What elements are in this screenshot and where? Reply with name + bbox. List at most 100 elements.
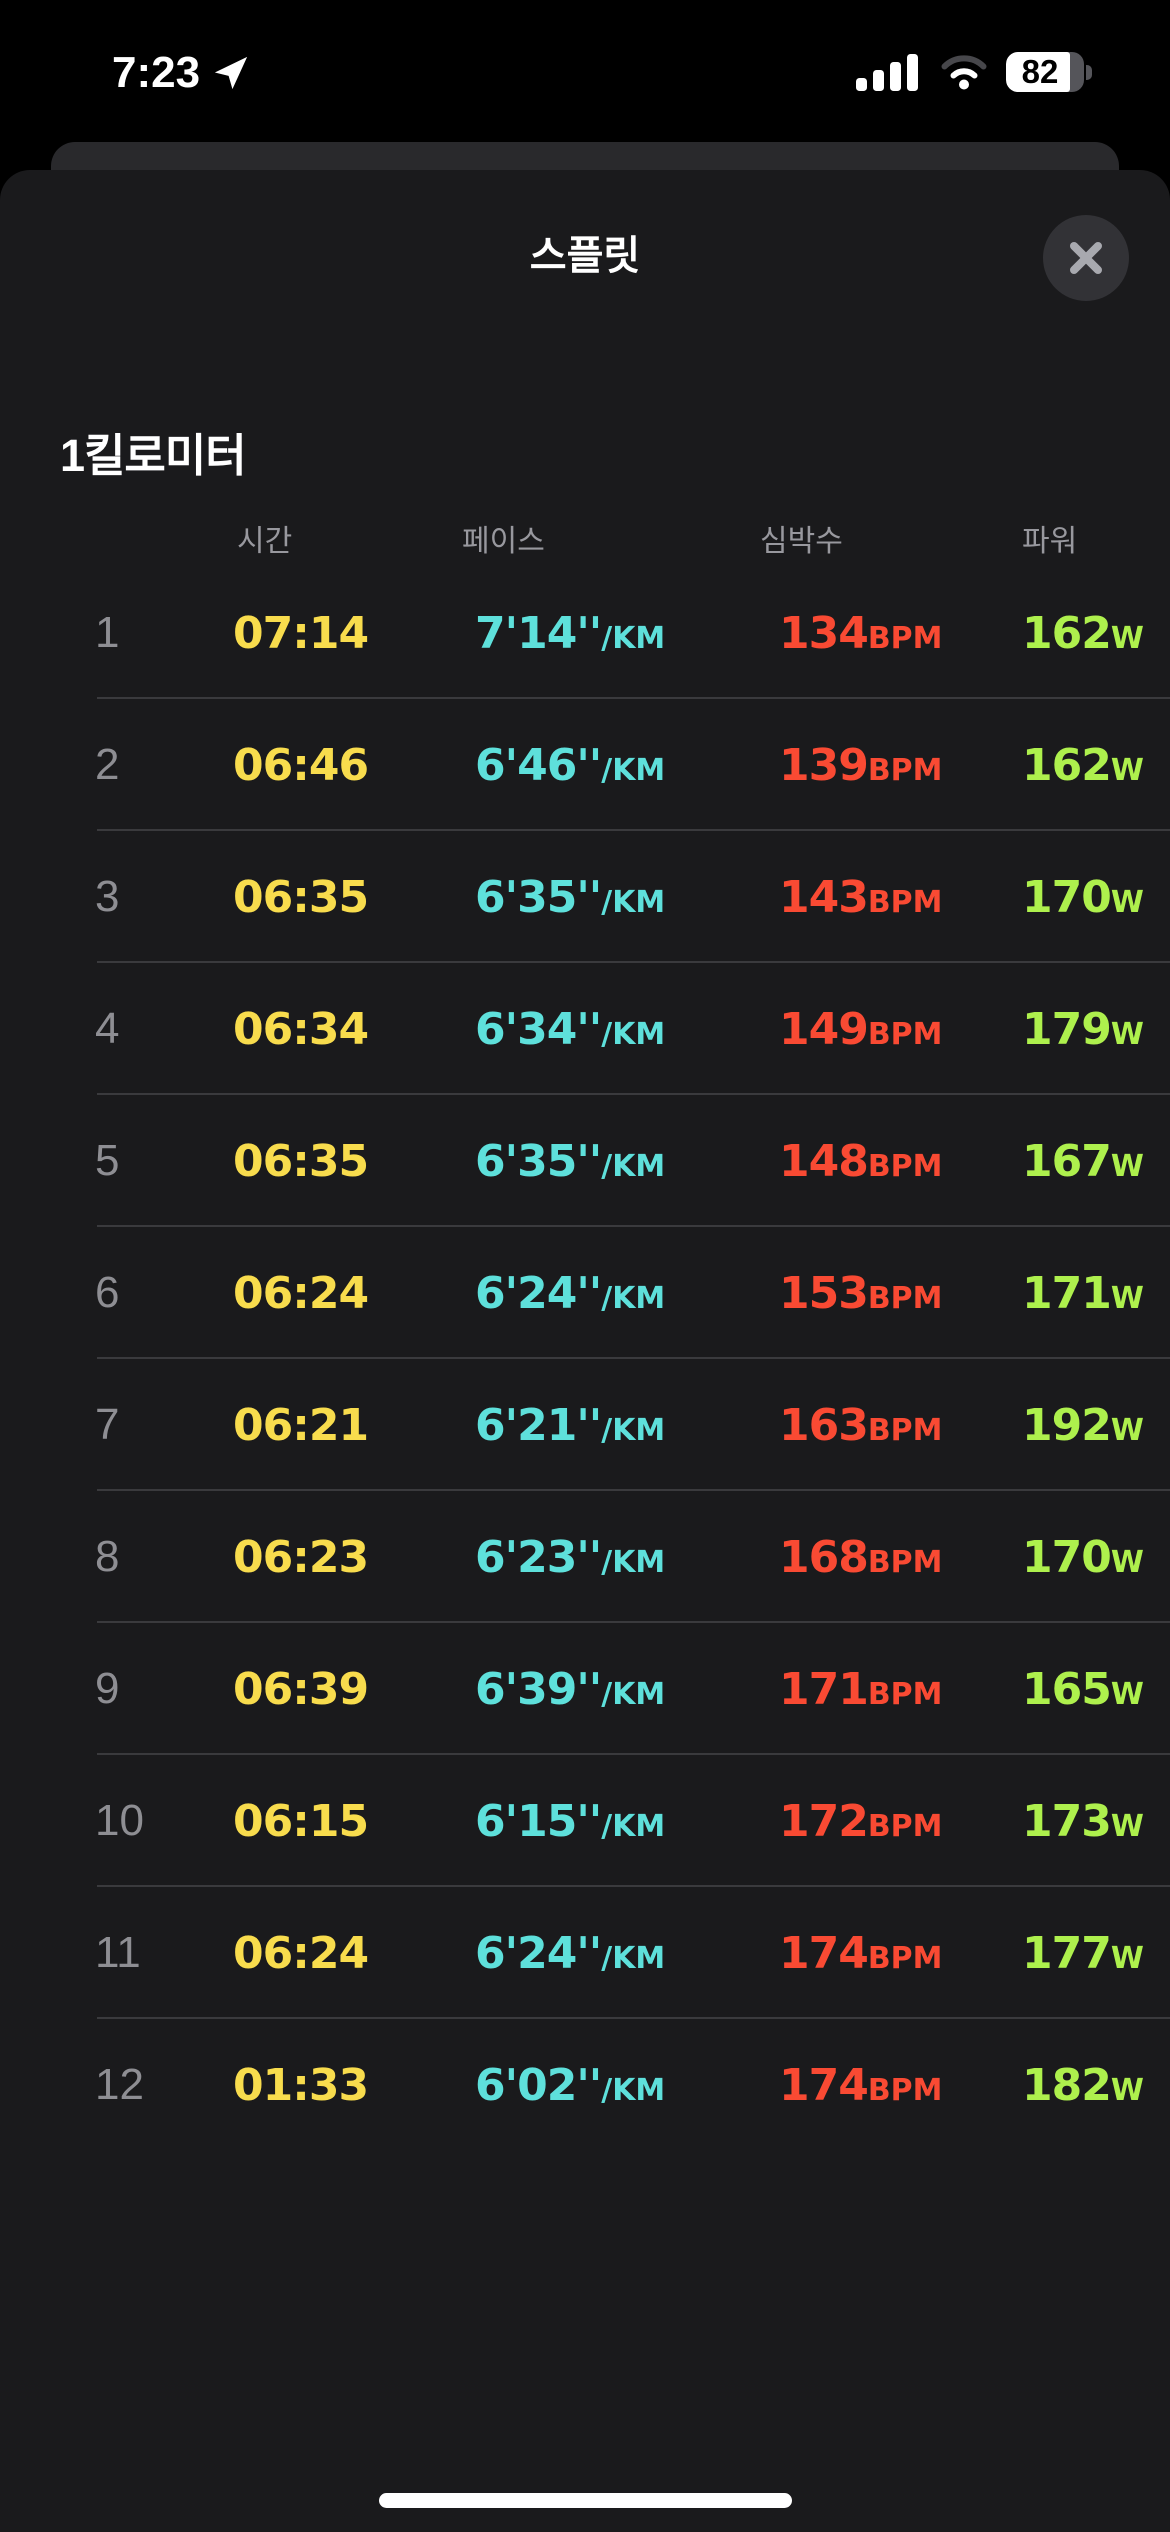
split-heart-rate-unit: BPM: [867, 1016, 943, 1052]
split-time: 01:33: [233, 2059, 369, 2111]
split-time: 06:21: [233, 1399, 369, 1451]
split-row: 11 06:24 6'24''/KM 174BPM 177W: [0, 1887, 1170, 2019]
split-pace: 6'34''/KM: [475, 1003, 666, 1055]
split-index: 11: [95, 1928, 141, 1977]
battery-body: 82: [1006, 52, 1084, 92]
split-heart-rate-unit: BPM: [867, 1544, 943, 1580]
split-index: 6: [95, 1268, 120, 1317]
home-indicator[interactable]: [379, 2493, 792, 2508]
split-heart-rate: 171BPM: [779, 1663, 943, 1715]
split-row: 7 06:21 6'21''/KM 163BPM 192W: [0, 1359, 1170, 1491]
split-index: 7: [95, 1400, 120, 1449]
split-pace-unit: /KM: [601, 884, 666, 920]
cellular-signal-icon: [856, 54, 918, 91]
split-time: 06:35: [233, 871, 369, 923]
wifi-icon: [941, 55, 987, 90]
split-index: 10: [95, 1796, 144, 1845]
split-heart-rate-unit: BPM: [867, 752, 943, 788]
split-row: 12 01:33 6'02''/KM 174BPM 182W: [0, 2019, 1170, 2151]
split-heart-rate-unit: BPM: [867, 2072, 943, 2108]
split-heart-rate-unit: BPM: [867, 620, 943, 656]
split-power-unit: W: [1110, 1544, 1144, 1580]
split-pace: 6'46''/KM: [475, 739, 666, 791]
split-heart-rate: 134BPM: [779, 607, 943, 659]
split-pace: 6'24''/KM: [475, 1267, 666, 1319]
split-heart-rate: 172BPM: [779, 1795, 943, 1847]
split-power-unit: W: [1110, 1412, 1144, 1448]
status-bar: 7:23 82: [0, 0, 1170, 130]
split-pace-unit: /KM: [601, 752, 666, 788]
split-power-unit: W: [1110, 1808, 1144, 1844]
battery-tip: [1086, 64, 1092, 80]
split-row: 5 06:35 6'35''/KM 148BPM 167W: [0, 1095, 1170, 1227]
split-power: 192W: [1022, 1399, 1144, 1451]
split-row: 10 06:15 6'15''/KM 172BPM 173W: [0, 1755, 1170, 1887]
split-pace: 6'02''/KM: [475, 2059, 666, 2111]
split-pace-unit: /KM: [601, 1808, 666, 1844]
split-heart-rate-unit: BPM: [867, 1676, 943, 1712]
split-heart-rate: 148BPM: [779, 1135, 943, 1187]
table-header-row: 시간 페이스 심박수 파워: [0, 516, 1170, 558]
split-power-unit: W: [1110, 1940, 1144, 1976]
splits-table: 1 07:14 7'14''/KM 134BPM 162W 2 06:46 6'46''/KM…: [0, 567, 1170, 2151]
split-index: 9: [95, 1664, 120, 1713]
split-power: 170W: [1022, 871, 1144, 923]
split-heart-rate: 174BPM: [779, 1927, 943, 1979]
split-row: 2 06:46 6'46''/KM 139BPM 162W: [0, 699, 1170, 831]
split-row: 8 06:23 6'23''/KM 168BPM 170W: [0, 1491, 1170, 1623]
split-row: 1 07:14 7'14''/KM 134BPM 162W: [0, 567, 1170, 699]
split-time: 06:35: [233, 1135, 369, 1187]
split-pace-unit: /KM: [601, 1544, 666, 1580]
split-index: 12: [95, 2060, 144, 2109]
split-index: 2: [95, 740, 120, 789]
split-index: 4: [95, 1004, 120, 1053]
split-heart-rate: 168BPM: [779, 1531, 943, 1583]
split-index: 5: [95, 1136, 120, 1185]
split-time: 06:46: [233, 739, 369, 791]
header-power: 파워: [1022, 525, 1078, 558]
split-heart-rate: 143BPM: [779, 871, 943, 923]
status-right: 82: [856, 52, 1092, 92]
splits-sheet: 스플릿 1킬로미터 시간 페이스 심박수 파워 1 07:14 7'14''/KM 1…: [0, 170, 1170, 2532]
split-index: 3: [95, 872, 120, 921]
split-pace-unit: /KM: [601, 1148, 666, 1184]
split-pace: 6'35''/KM: [475, 871, 666, 923]
split-heart-rate: 139BPM: [779, 739, 943, 791]
split-pace-unit: /KM: [601, 1016, 666, 1052]
split-power-unit: W: [1110, 1148, 1144, 1184]
split-pace: 6'24''/KM: [475, 1927, 666, 1979]
split-power: 170W: [1022, 1531, 1144, 1583]
header-heart-rate: 심박수: [760, 525, 843, 558]
split-power: 162W: [1022, 607, 1144, 659]
split-power-unit: W: [1110, 1016, 1144, 1052]
split-power: 167W: [1022, 1135, 1144, 1187]
split-heart-rate-unit: BPM: [867, 1940, 943, 1976]
split-pace: 6'35''/KM: [475, 1135, 666, 1187]
battery-fill: [1006, 52, 1070, 92]
split-pace-unit: /KM: [601, 620, 666, 656]
split-power-unit: W: [1110, 884, 1144, 920]
split-pace-unit: /KM: [601, 1940, 666, 1976]
split-time: 06:39: [233, 1663, 369, 1715]
status-left: 7:23: [112, 48, 250, 98]
section-title: 1킬로미터: [60, 430, 247, 481]
split-heart-rate: 149BPM: [779, 1003, 943, 1055]
split-pace-unit: /KM: [601, 2072, 666, 2108]
split-power-unit: W: [1110, 752, 1144, 788]
split-power: 177W: [1022, 1927, 1144, 1979]
split-index: 1: [95, 608, 120, 657]
close-button[interactable]: [1043, 215, 1129, 301]
split-pace-unit: /KM: [601, 1676, 666, 1712]
split-pace: 7'14''/KM: [475, 607, 666, 659]
split-pace-unit: /KM: [601, 1412, 666, 1448]
split-row: 9 06:39 6'39''/KM 171BPM 165W: [0, 1623, 1170, 1755]
page-title: 스플릿: [529, 234, 641, 278]
split-heart-rate-unit: BPM: [867, 1412, 943, 1448]
split-power: 179W: [1022, 1003, 1144, 1055]
split-power-unit: W: [1110, 1280, 1144, 1316]
split-index: 8: [95, 1532, 120, 1581]
split-row: 3 06:35 6'35''/KM 143BPM 170W: [0, 831, 1170, 963]
split-heart-rate-unit: BPM: [867, 1148, 943, 1184]
header-pace: 페이스: [462, 525, 545, 558]
split-power-unit: W: [1110, 1676, 1144, 1712]
